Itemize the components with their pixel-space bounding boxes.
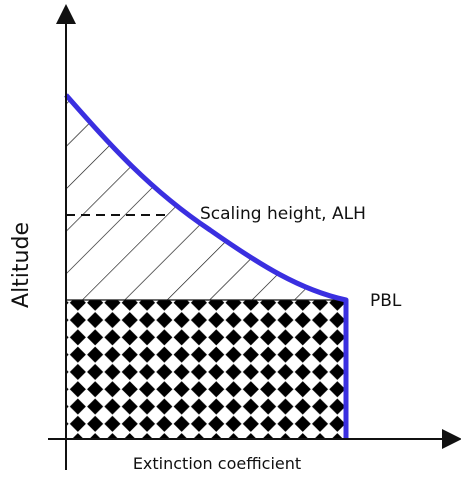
free-troposphere-region	[66, 95, 346, 300]
x-axis-label: Extinction coefficient	[133, 454, 301, 473]
boundary-layer-block	[65, 299, 347, 440]
y-axis-label: Altitude	[9, 222, 34, 308]
pbl-label: PBL	[370, 291, 402, 311]
scaling-height-label: Scaling height, ALH	[200, 204, 366, 224]
extinction-profile-curve	[64, 93, 349, 439]
